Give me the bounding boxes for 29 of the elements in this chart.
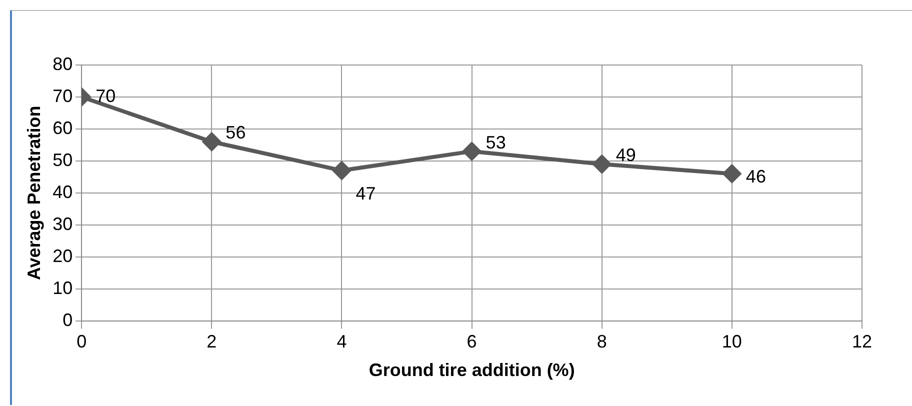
point: [202, 132, 221, 151]
y-tick-label: 20: [52, 246, 73, 266]
point: [462, 142, 481, 160]
point: [592, 155, 611, 174]
y-tick-label: 0: [62, 310, 73, 330]
data-label: 70: [96, 86, 116, 106]
y-tick-label: 50: [52, 150, 73, 170]
point: [722, 164, 741, 183]
x-tick-label: 10: [722, 332, 742, 352]
x-tick-label: 8: [596, 332, 607, 352]
x-axis-title: Ground tire addition (%): [368, 360, 575, 380]
y-tick-label: 60: [52, 118, 73, 138]
y-tick-label: 30: [52, 214, 73, 234]
data-label: 46: [746, 166, 766, 187]
y-tick-label: 40: [52, 182, 73, 202]
y-tick-label: 10: [52, 278, 73, 298]
data-label: 56: [226, 122, 246, 143]
x-tick-label: 12: [852, 332, 872, 352]
y-axis-title: Average Penetration: [24, 106, 44, 280]
x-tick-label: 6: [466, 332, 477, 352]
y-tick-label: 70: [52, 86, 73, 106]
x-tick-label: 2: [206, 332, 217, 352]
data-label: 49: [616, 145, 636, 166]
data-label: 53: [486, 132, 506, 152]
x-tick-label: 0: [76, 332, 87, 352]
point: [332, 162, 351, 180]
x-tick-label: 4: [336, 332, 347, 352]
y-tick-label: 80: [52, 54, 73, 74]
data-label: 47: [356, 183, 376, 204]
